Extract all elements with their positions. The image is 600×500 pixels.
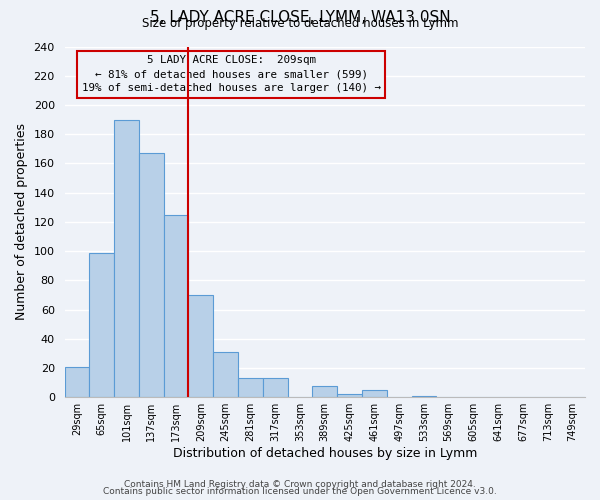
Bar <box>412 396 436 397</box>
Bar <box>337 394 362 397</box>
Text: 5, LADY ACRE CLOSE, LYMM, WA13 0SN: 5, LADY ACRE CLOSE, LYMM, WA13 0SN <box>149 10 451 25</box>
Bar <box>188 295 213 397</box>
Bar <box>89 252 114 397</box>
Text: Contains public sector information licensed under the Open Government Licence v3: Contains public sector information licen… <box>103 487 497 496</box>
Text: Size of property relative to detached houses in Lymm: Size of property relative to detached ho… <box>142 18 458 30</box>
X-axis label: Distribution of detached houses by size in Lymm: Distribution of detached houses by size … <box>173 447 477 460</box>
Bar <box>164 214 188 397</box>
Bar <box>139 153 164 397</box>
Text: 5 LADY ACRE CLOSE:  209sqm
← 81% of detached houses are smaller (599)
19% of sem: 5 LADY ACRE CLOSE: 209sqm ← 81% of detac… <box>82 56 380 94</box>
Bar <box>213 352 238 397</box>
Bar <box>238 378 263 397</box>
Bar <box>362 390 387 397</box>
Bar <box>313 386 337 397</box>
Y-axis label: Number of detached properties: Number of detached properties <box>15 124 28 320</box>
Bar <box>114 120 139 397</box>
Text: Contains HM Land Registry data © Crown copyright and database right 2024.: Contains HM Land Registry data © Crown c… <box>124 480 476 489</box>
Bar <box>263 378 287 397</box>
Bar <box>65 366 89 397</box>
